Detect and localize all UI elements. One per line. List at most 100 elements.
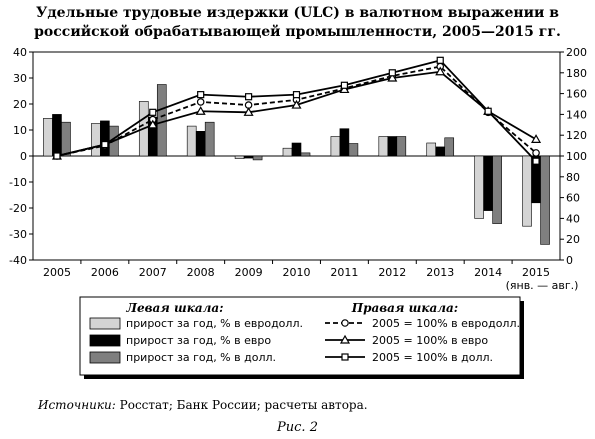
x-tick-label: 2009 [235,266,263,279]
bar [43,118,53,157]
left-tick-label: 10 [13,124,27,137]
right-tick-label: 200 [566,46,587,59]
right-tick-label: 60 [566,192,580,205]
point [340,81,349,89]
right-tick-label: 140 [566,108,587,121]
bar [444,137,455,157]
source-note: Источники: Росстат; Банк России; расчеты… [38,398,368,412]
legend-left-title: Левая шкала: [125,301,223,315]
x-tick-label: 2008 [187,266,215,279]
x-tick-label: 2006 [91,266,119,279]
bar [474,155,484,219]
bar [300,152,311,157]
point [532,149,540,157]
point [341,319,349,327]
point [532,157,540,165]
bar [492,155,502,224]
point [436,56,444,64]
point [244,93,253,101]
point [292,91,301,99]
bar [330,136,341,157]
bar [61,121,71,157]
right-tick-label: 40 [566,212,580,225]
right-tick-label: 180 [566,67,587,80]
legend-right-title: Правая шкала: [351,301,458,315]
x-tick-label: 2011 [330,266,358,279]
bar [100,120,110,157]
point [388,69,396,77]
left-tick-label: 30 [13,72,27,85]
bar [204,121,215,157]
point [291,99,302,109]
legend-label: 2005 = 100% в евро [372,334,488,347]
source-lead: Источники: [38,398,116,412]
x-tick-label: 2013 [426,266,454,279]
point [196,98,205,106]
bar [435,146,446,157]
bar [186,125,197,157]
point [243,107,254,116]
x-tick-label: 2014 [474,266,502,279]
chart-title: Удельные трудовые издержки (ULC) в валют… [34,5,561,40]
point [195,106,206,115]
bar [339,128,350,157]
bar [291,142,302,157]
bar [348,143,359,157]
ulc-chart: -40 -30 -20 -10 0 10 20 30 40 0 20 40 60 80 100 120 140 1… [9,46,587,379]
point [197,91,205,99]
point [149,108,157,116]
right-tick-label: 20 [566,233,580,246]
point [53,152,61,160]
left-tick-label: 40 [13,46,27,59]
bar [52,114,62,157]
series-line [56,65,537,157]
legend-swatch [89,334,121,347]
right-tick-label: 80 [566,171,580,184]
legend-label: прирост за год, % в долл. [126,351,276,364]
right-tick-label: 0 [566,254,573,267]
bar [252,155,263,161]
left-tick-label: -30 [9,228,27,241]
point [101,140,109,149]
point [339,334,351,344]
x-tick-label: 2010 [283,266,311,279]
legend-box [79,296,521,376]
point [339,84,350,94]
legend-label: 2005 = 100% в долл. [372,351,493,364]
left-tick-label: -10 [9,176,27,189]
right-tick-label: 120 [566,129,587,142]
legend-swatch [89,351,121,364]
bar [91,123,101,157]
x-tick-label: 2012 [378,266,406,279]
x-tick-label: 2015 [522,266,550,279]
bar [282,147,293,157]
bar [234,155,245,159]
source-text: Росстат; Банк России; расчеты автора. [115,398,368,412]
x-tick-label: 2007 [139,266,167,279]
point [147,119,158,129]
left-tick-label: -20 [9,202,27,215]
legend-label: прирост за год, % в евродолл. [126,317,303,330]
legend-label: 2005 = 100% в евродолл. [372,317,520,330]
point [531,134,542,143]
bar [540,155,550,245]
bar [195,131,206,157]
bar [156,84,167,157]
bar [378,136,389,157]
x-tick-note: (янв. — авг.) [506,279,579,292]
left-tick-label: -40 [9,254,27,267]
bar [522,155,532,227]
figure-caption: Рис. 2 [277,420,318,435]
x-tick-label: 2005 [43,266,71,279]
bar [243,155,254,159]
bar [387,136,398,157]
point [435,66,446,76]
bar [426,142,437,157]
right-tick-label: 160 [566,88,587,101]
point [387,72,398,82]
legend-label: прирост за год, % в евро [126,334,271,347]
left-tick-label: 20 [13,98,27,111]
bar [396,136,407,157]
point [484,107,492,115]
legend-swatch [89,317,121,330]
